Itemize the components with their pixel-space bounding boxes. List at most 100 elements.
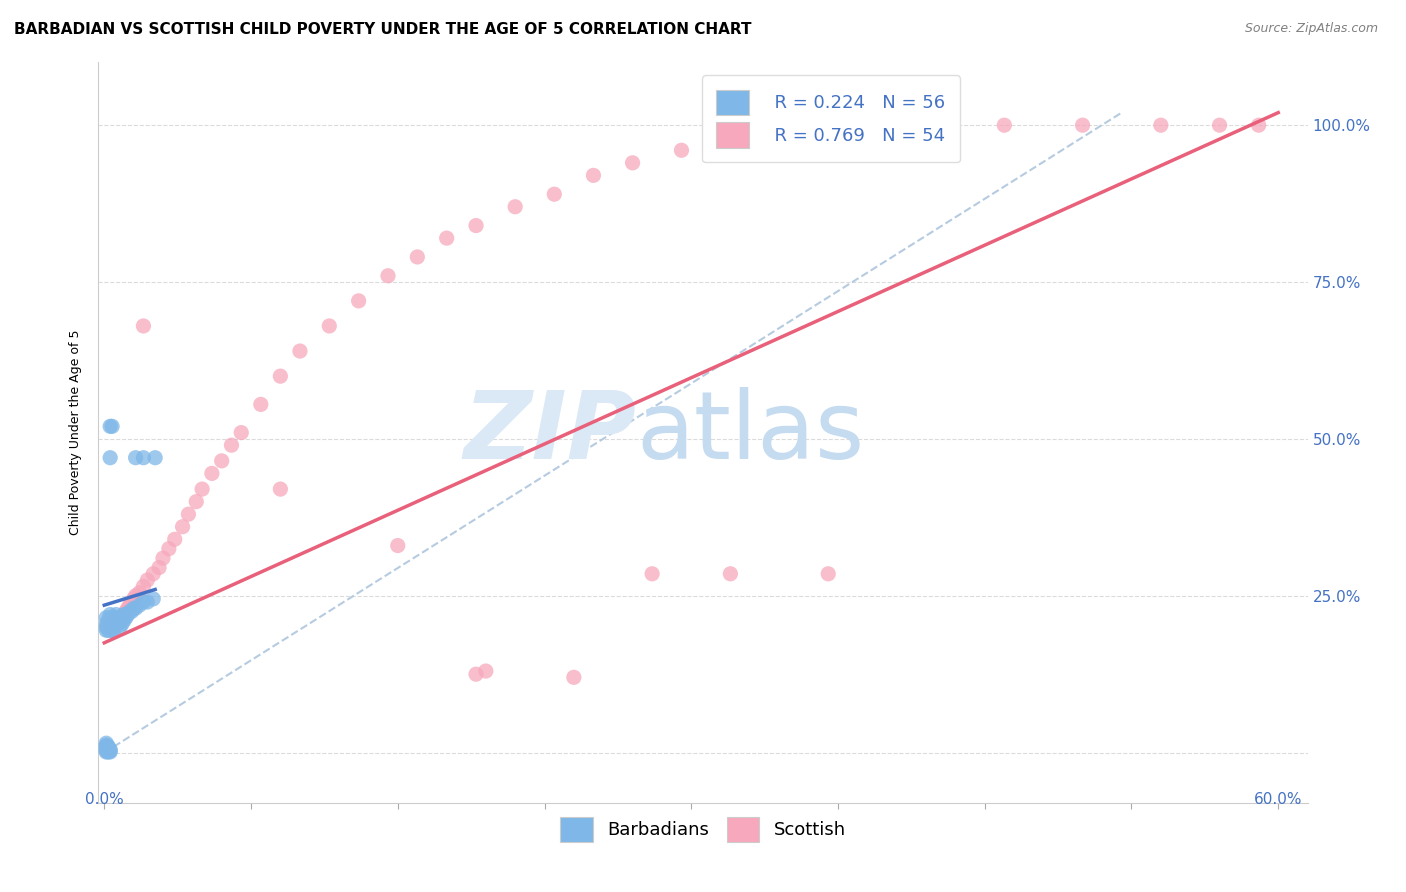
Point (124, 601, 146, 615)
Text: BARBADIAN VS SCOTTISH CHILD POVERTY UNDER THE AGE OF 5 CORRELATION CHART: BARBADIAN VS SCOTTISH CHILD POVERTY UNDE… (14, 22, 752, 37)
Point (107, 611, 129, 625)
Point (621, 156, 644, 170)
Point (103, 617, 125, 632)
Point (98, 614, 121, 628)
Point (778, 128, 800, 142)
Point (108, 620, 131, 634)
Point (718, 566, 741, 581)
Point (114, 611, 136, 625)
Text: atlas: atlas (637, 386, 865, 479)
Point (103, 614, 125, 628)
Point (111, 617, 134, 632)
Point (436, 231, 458, 245)
Point (105, 617, 128, 632)
Point (157, 541, 180, 556)
Point (475, 664, 498, 678)
Point (318, 318, 340, 333)
Point (406, 250, 429, 264)
Point (101, 617, 124, 632)
Point (98, 419, 121, 434)
Point (98, 607, 121, 622)
Point (98, 450, 121, 465)
Point (1071, 118, 1094, 132)
Point (128, 585, 150, 599)
Y-axis label: Child Poverty Under the Age of 5: Child Poverty Under the Age of 5 (69, 330, 83, 535)
Point (101, 620, 124, 634)
Point (191, 482, 214, 496)
Point (97, 740, 120, 755)
Point (112, 607, 135, 622)
Point (111, 611, 134, 625)
Point (107, 614, 129, 628)
Text: ZIP: ZIP (464, 386, 637, 479)
Point (101, 611, 124, 625)
Text: Source: ZipAtlas.com: Source: ZipAtlas.com (1244, 22, 1378, 36)
Point (1208, 118, 1230, 132)
Point (142, 566, 165, 581)
Point (163, 533, 186, 547)
Point (97, 614, 120, 628)
Point (124, 589, 146, 603)
Point (101, 624, 124, 638)
Text: 60.0%: 60.0% (1254, 791, 1302, 806)
Point (671, 143, 693, 157)
Point (114, 607, 136, 622)
Point (122, 601, 145, 615)
Point (101, 419, 124, 434)
Point (96, 740, 118, 755)
Point (98, 624, 121, 638)
Point (201, 467, 224, 481)
Point (582, 169, 605, 183)
Point (118, 604, 141, 618)
Point (152, 551, 174, 566)
Point (98, 614, 121, 628)
Point (96, 620, 118, 634)
Point (98, 620, 121, 634)
Point (132, 450, 155, 465)
Point (136, 573, 159, 587)
Point (118, 598, 141, 612)
Point (101, 617, 124, 632)
Text: 0.0%: 0.0% (84, 791, 124, 806)
Point (108, 611, 131, 625)
Point (172, 520, 194, 534)
Point (269, 369, 291, 384)
Point (136, 595, 159, 609)
Point (111, 611, 134, 625)
Point (96, 744, 118, 758)
Point (96, 738, 118, 752)
Point (122, 591, 145, 606)
Point (132, 318, 155, 333)
Point (562, 670, 585, 684)
Point (993, 118, 1015, 132)
Point (817, 566, 839, 581)
Point (103, 620, 125, 634)
Point (112, 607, 135, 622)
Point (112, 611, 135, 625)
Point (718, 134, 741, 148)
Point (288, 344, 311, 359)
Point (121, 595, 143, 609)
Point (105, 614, 128, 628)
Point (221, 438, 243, 452)
Point (1150, 118, 1173, 132)
Point (117, 607, 139, 622)
Point (97, 745, 120, 759)
Point (98, 744, 121, 758)
Point (96, 739, 118, 754)
Point (543, 187, 565, 202)
Point (101, 614, 124, 628)
Point (121, 604, 143, 618)
Point (103, 611, 125, 625)
Point (132, 579, 155, 593)
Point (377, 268, 399, 283)
Point (107, 611, 129, 625)
Point (97, 742, 120, 756)
Point (347, 293, 370, 308)
Point (98, 620, 121, 634)
Point (96, 624, 118, 638)
Point (96, 745, 118, 759)
Point (108, 614, 131, 628)
Point (387, 539, 409, 553)
Point (97, 620, 120, 634)
